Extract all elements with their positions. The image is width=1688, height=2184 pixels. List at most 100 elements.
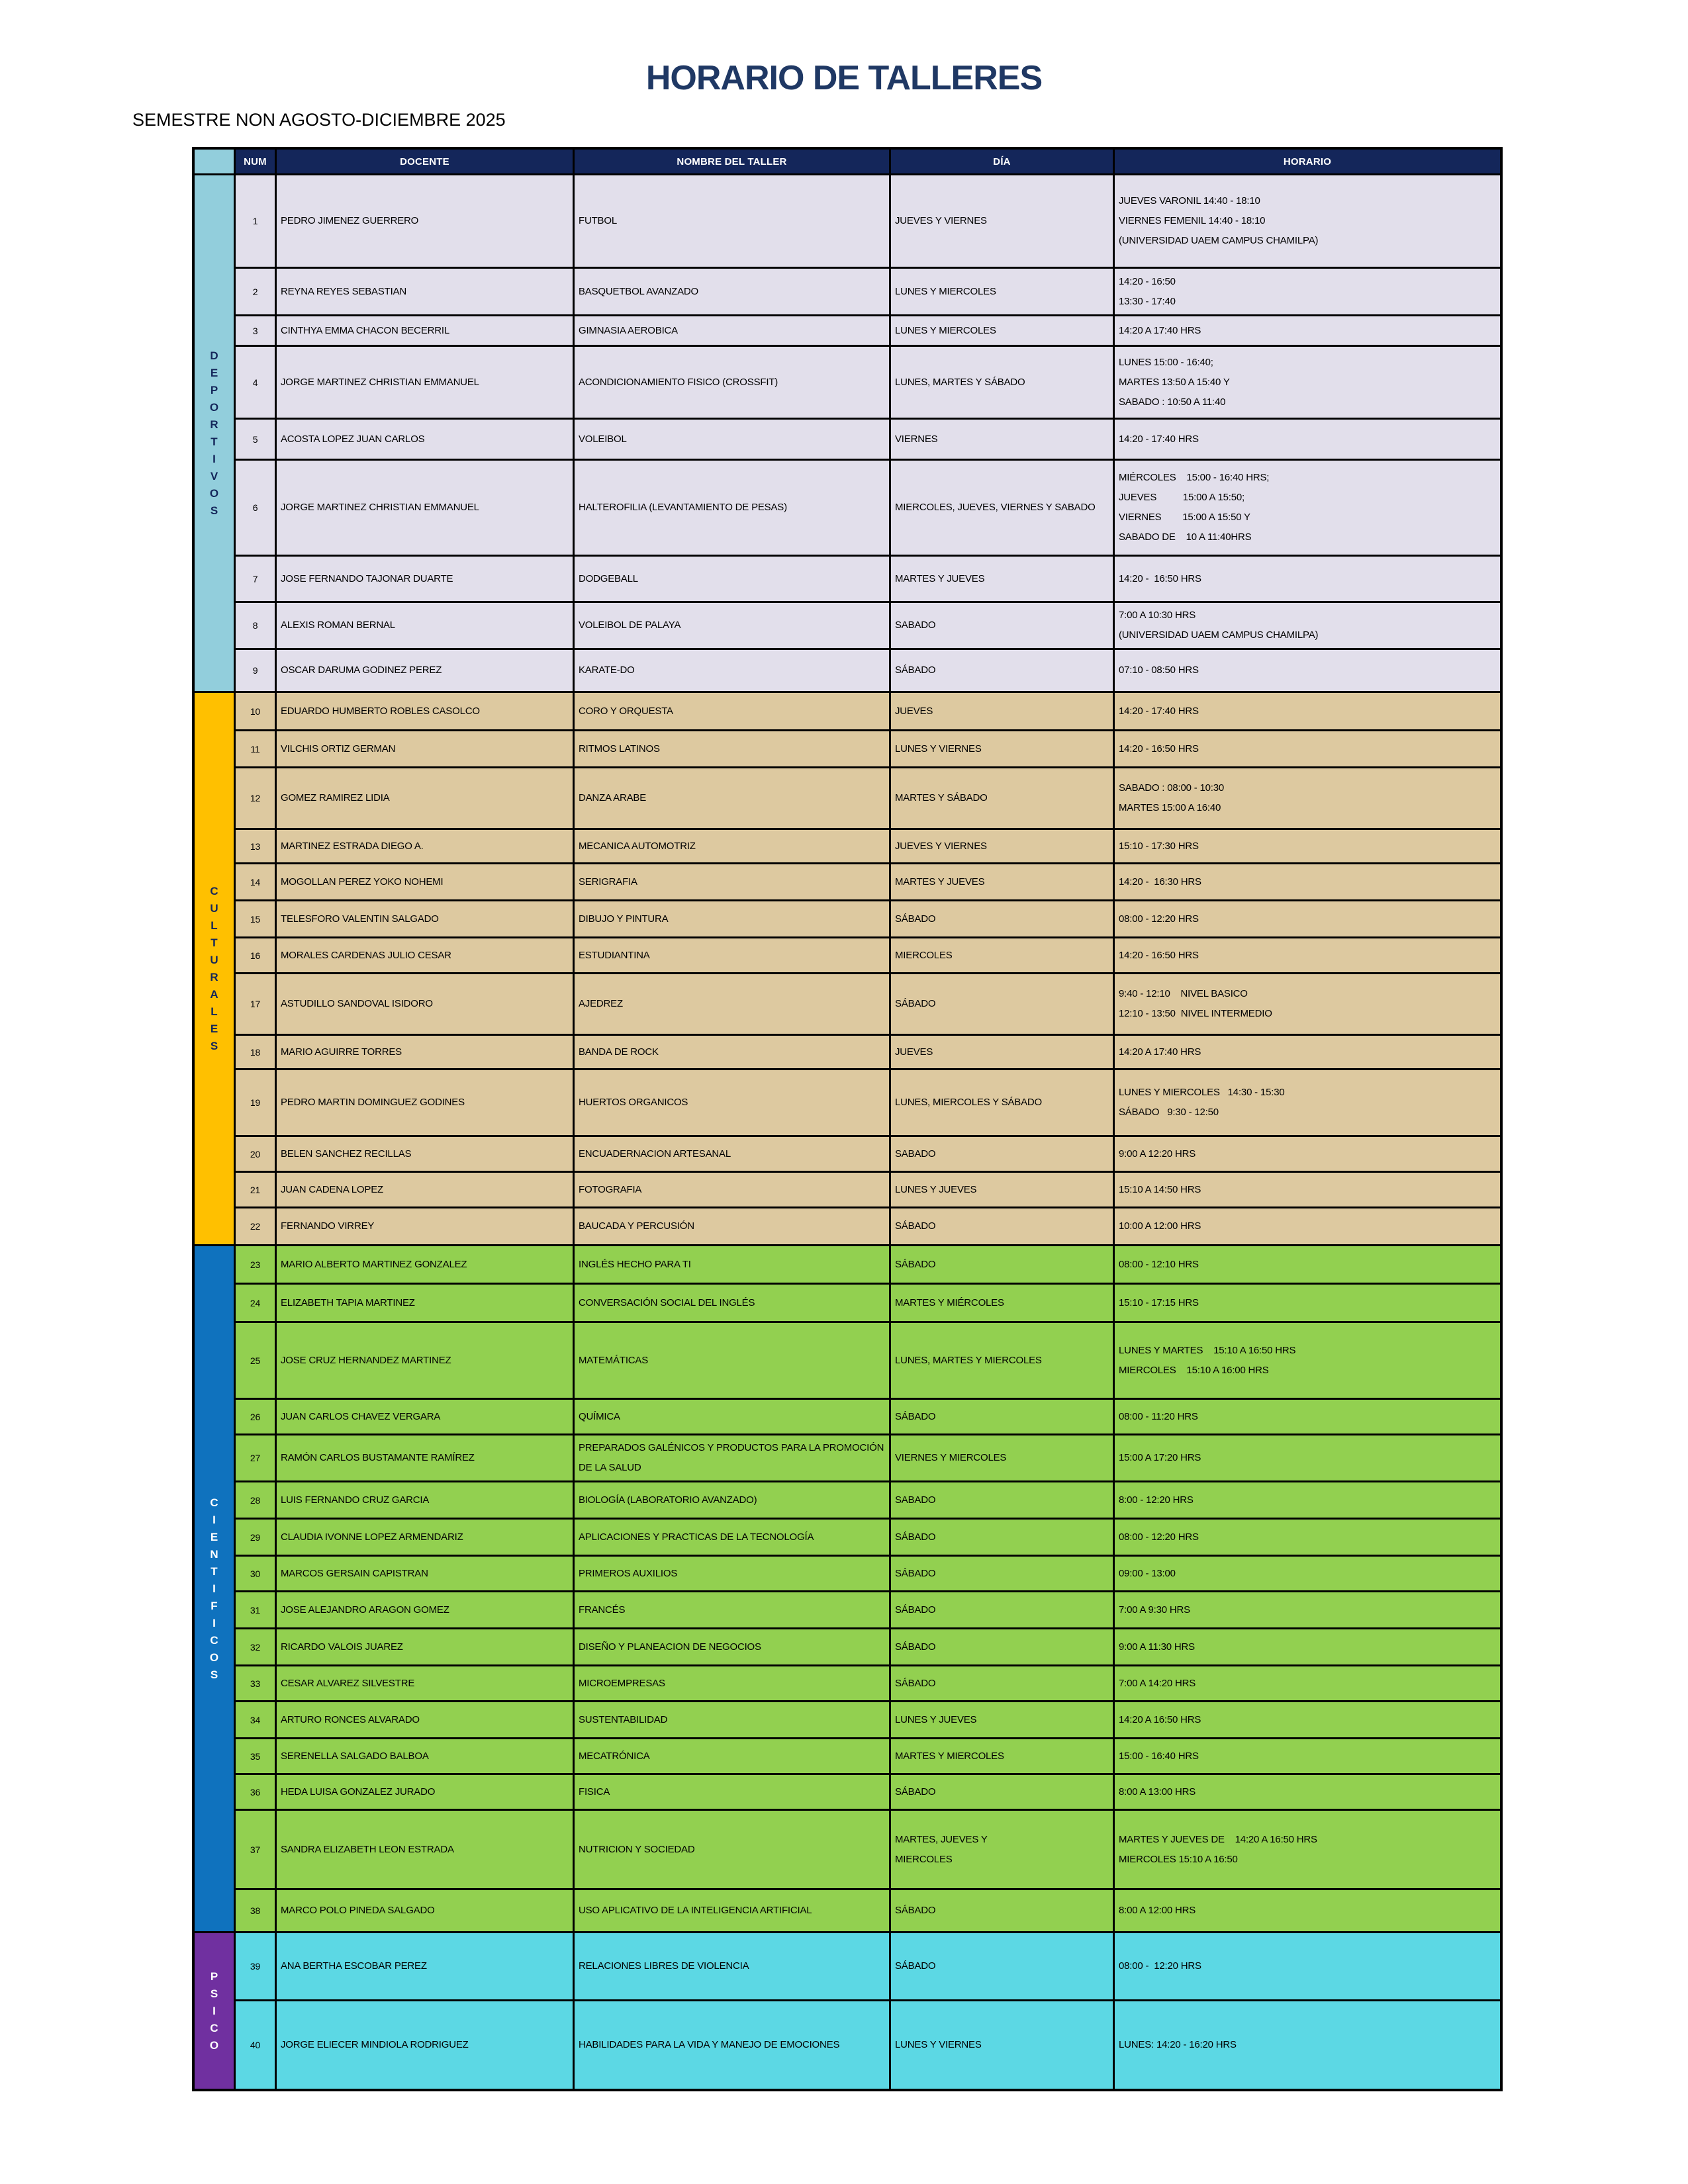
cell-horario: JUEVES VARONIL 14:40 - 18:10 VIERNES FEM… <box>1119 195 1319 246</box>
table-row: 14 MOGOLLAN PEREZ YOKO NOHEMI SERIGRAFIA MA… <box>236 864 1500 901</box>
cell-docente: JOSE ALEJANDRO ARAGON GOMEZ <box>277 1592 575 1627</box>
cell-dia: LUNES, MARTES Y SÁBADO <box>891 347 1115 418</box>
table-row: 2 REYNA REYES SEBASTIAN BASQUETBOL AVANZAD… <box>236 269 1500 316</box>
table-row: 16 MORALES CARDENAS JULIO CESAR ESTUDIANTI… <box>236 938 1500 974</box>
cell-horario: 9:00 A 11:30 HRS <box>1119 1641 1195 1653</box>
cell-horario: 8:00 A 13:00 HRS <box>1119 1786 1196 1797</box>
cell-dia: MIERCOLES <box>891 938 1115 972</box>
cell-horario: 09:00 - 13:00 <box>1119 1567 1176 1579</box>
cell-horario: 08:00 - 12:20 HRS <box>1119 1531 1199 1543</box>
table-row: 27 RAMÓN CARLOS BUSTAMANTE RAMÍREZ PREPARA… <box>236 1435 1500 1482</box>
cell-horario: 14:20 - 17:40 HRS <box>1119 433 1199 445</box>
table-row: 33 CESAR ALVAREZ SILVESTRE MICROEMPRESAS SÁ… <box>236 1666 1500 1702</box>
cell-num: 18 <box>236 1036 277 1068</box>
cell-horario: 08:00 - 12:20 HRS <box>1119 1960 1201 1972</box>
cell-docente: ASTUDILLO SANDOVAL ISIDORO <box>277 974 575 1034</box>
cell-num: 38 <box>236 1890 277 1931</box>
cell-dia: MARTES Y JUEVES <box>891 557 1115 601</box>
cell-num: 36 <box>236 1775 277 1809</box>
cell-num: 16 <box>236 938 277 972</box>
cell-taller: BAUCADA Y PERCUSIÓN <box>575 1208 891 1244</box>
cell-taller: DANZA ARABE <box>575 768 891 828</box>
table-row: 31 JOSE ALEJANDRO ARAGON GOMEZ FRANCÉS SÁBA… <box>236 1592 1500 1629</box>
cell-dia: SÁBADO <box>891 1246 1115 1283</box>
cell-num: 20 <box>236 1137 277 1171</box>
cell-docente: HEDA LUISA GONZALEZ JURADO <box>277 1775 575 1809</box>
cell-num: 29 <box>236 1520 277 1555</box>
cell-horario: 15:00 - 16:40 HRS <box>1119 1750 1199 1762</box>
table-row: 17 ASTUDILLO SANDOVAL ISIDORO AJEDREZ SÁBAD… <box>236 974 1500 1036</box>
cell-num: 28 <box>236 1482 277 1518</box>
cell-docente: OSCAR DARUMA GODINEZ PEREZ <box>277 650 575 691</box>
cell-docente: CLAUDIA IVONNE LOPEZ ARMENDARIZ <box>277 1520 575 1555</box>
cell-horario: 08:00 - 11:20 HRS <box>1119 1410 1198 1422</box>
cell-num: 33 <box>236 1666 277 1700</box>
table-row: 29 CLAUDIA IVONNE LOPEZ ARMENDARIZ APLICAC… <box>236 1520 1500 1557</box>
cell-taller: PRIMEROS AUXILIOS <box>575 1557 891 1590</box>
cell-num: 35 <box>236 1739 277 1773</box>
table-row: 32 RICARDO VALOIS JUAREZ DISEÑO Y PLANEACI… <box>236 1629 1500 1666</box>
cell-num: 21 <box>236 1173 277 1206</box>
cell-horario: LUNES Y MARTES 15:10 A 16:50 HRS MIERCOL… <box>1119 1344 1296 1376</box>
cell-dia: SÁBADO <box>891 1666 1115 1700</box>
cell-docente: EDUARDO HUMBERTO ROBLES CASOLCO <box>277 693 575 729</box>
cell-horario: 15:10 - 17:30 HRS <box>1119 840 1199 852</box>
cell-horario: 8:00 - 12:20 HRS <box>1119 1494 1194 1506</box>
cell-num: 40 <box>236 2001 277 2089</box>
cell-horario: MARTES Y JUEVES DE 14:20 A 16:50 HRS MIE… <box>1119 1833 1317 1865</box>
section-rows-deportivos: 1 PEDRO JIMENEZ GUERRERO FUTBOL JUEVES Y VI… <box>236 175 1500 691</box>
cell-taller: MECATRÓNICA <box>575 1739 891 1773</box>
cell-horario: 14:20 - 16:50 HRS <box>1119 743 1199 754</box>
cell-docente: SANDRA ELIZABETH LEON ESTRADA <box>277 1811 575 1888</box>
cell-num: 12 <box>236 768 277 828</box>
cell-dia: JUEVES Y VIERNES <box>891 830 1115 862</box>
cell-num: 3 <box>236 316 277 345</box>
cell-taller: RELACIONES LIBRES DE VIOLENCIA <box>575 1933 891 1999</box>
cell-num: 9 <box>236 650 277 691</box>
cell-dia: MARTES Y MIERCOLES <box>891 1739 1115 1773</box>
cell-docente: JORGE MARTINEZ CHRISTIAN EMMANUEL <box>277 461 575 555</box>
cell-docente: PEDRO MARTIN DOMINGUEZ GODINES <box>277 1070 575 1135</box>
cell-horario: 14:20 A 17:40 HRS <box>1119 324 1201 336</box>
cell-taller: NUTRICION Y SOCIEDAD <box>575 1811 891 1888</box>
cell-num: 15 <box>236 901 277 936</box>
table-row: 39 ANA BERTHA ESCOBAR PEREZ RELACIONES LIB… <box>236 1933 1500 2001</box>
table-row: 35 SERENELLA SALGADO BALBOA MECATRÓNICA MAR… <box>236 1739 1500 1775</box>
cell-horario: 08:00 - 12:20 HRS <box>1119 913 1199 925</box>
cell-dia: SÁBADO <box>891 1208 1115 1244</box>
table-row: 23 MARIO ALBERTO MARTINEZ GONZALEZ INGLÉS … <box>236 1246 1500 1285</box>
section-culturales: C U L T U R A L E S 10 EDUARDO HUMBERTO ROBLES CASO… <box>195 693 1500 1246</box>
cell-taller: VOLEIBOL DE PALAYA <box>575 603 891 648</box>
cell-docente: SERENELLA SALGADO BALBOA <box>277 1739 575 1773</box>
table-row: 12 GOMEZ RAMIREZ LIDIA DANZA ARABE MARTES Y… <box>236 768 1500 830</box>
cell-num: 7 <box>236 557 277 601</box>
cell-taller: CONVERSACIÓN SOCIAL DEL INGLÉS <box>575 1285 891 1321</box>
cell-horario: 14:20 A 17:40 HRS <box>1119 1046 1201 1058</box>
cell-horario: 08:00 - 12:10 HRS <box>1119 1258 1199 1270</box>
table-row: 20 BELEN SANCHEZ RECILLAS ENCUADERNACION A… <box>236 1137 1500 1173</box>
column-header-dia: DÍA <box>891 150 1115 173</box>
table-row: 37 SANDRA ELIZABETH LEON ESTRADA NUTRICION… <box>236 1811 1500 1890</box>
column-header-docente: DOCENTE <box>277 150 575 173</box>
cell-dia: SÁBADO <box>891 1592 1115 1627</box>
cell-dia: LUNES Y JUEVES <box>891 1173 1115 1206</box>
cell-horario: LUNES 15:00 - 16:40; MARTES 13:50 A 15:4… <box>1119 356 1230 408</box>
cell-num: 6 <box>236 461 277 555</box>
table-row: 21 JUAN CADENA LOPEZ FOTOGRAFIA LUNES Y JUE… <box>236 1173 1500 1208</box>
cell-dia: SABADO <box>891 603 1115 648</box>
cell-docente: BELEN SANCHEZ RECILLAS <box>277 1137 575 1171</box>
table-row: 40 JORGE ELIECER MINDIOLA RODRIGUEZ HABILI… <box>236 2001 1500 2089</box>
cell-horario: 14:20 - 16:30 HRS <box>1119 876 1201 887</box>
cell-num: 34 <box>236 1702 277 1737</box>
cell-taller: HALTEROFILIA (LEVANTAMIENTO DE PESAS) <box>575 461 891 555</box>
cell-docente: JOSE CRUZ HERNANDEZ MARTINEZ <box>277 1323 575 1398</box>
column-header-nombre-del-taller: NOMBRE DEL TALLER <box>575 150 891 173</box>
cell-docente: MARTINEZ ESTRADA DIEGO A. <box>277 830 575 862</box>
cell-horario: MIÉRCOLES 15:00 - 16:40 HRS; JUEVES 15:0… <box>1119 472 1270 543</box>
cell-num: 19 <box>236 1070 277 1135</box>
table-row: 36 HEDA LUISA GONZALEZ JURADO FISICA SÁBADO… <box>236 1775 1500 1811</box>
cell-horario: LUNES Y MIERCOLES 14:30 - 15:30 SÁBADO 9… <box>1119 1087 1285 1118</box>
cell-taller: SERIGRAFIA <box>575 864 891 899</box>
